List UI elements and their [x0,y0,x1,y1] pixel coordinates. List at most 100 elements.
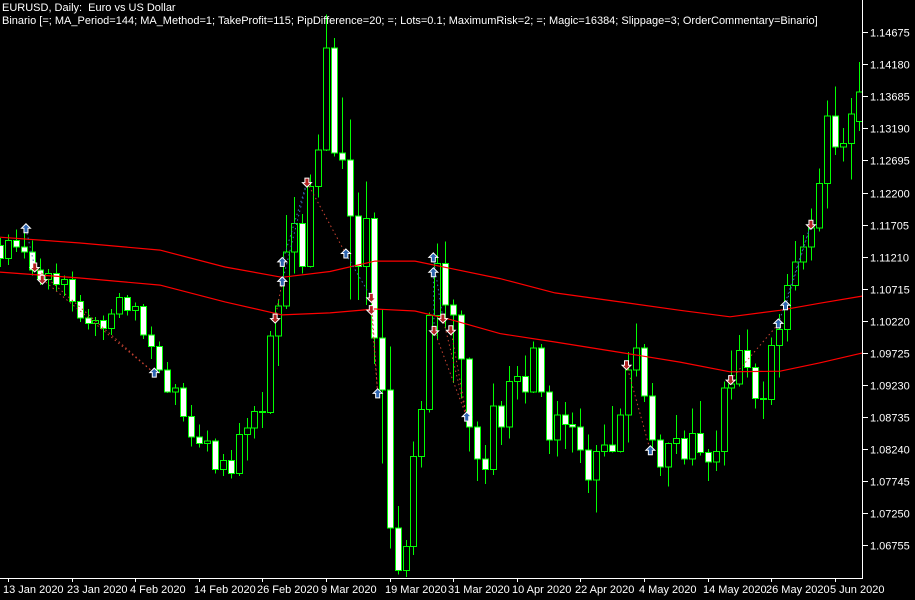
price-axis-label: 1.07745 [870,477,910,489]
candle-body [363,217,370,267]
sell-signal-arrow-icon [445,325,457,336]
price-axis-label: 1.06755 [870,541,910,553]
sell-signal-arrow-icon [805,219,817,230]
sell-signal-arrow-icon [428,325,440,337]
price-axis-label: 1.12200 [870,189,910,201]
candle-body [61,278,68,285]
candle-body [251,410,258,429]
candle-body [744,349,751,368]
candle-body [474,426,481,460]
candle-body [434,263,441,317]
buy-signal-arrow-icon [371,388,384,399]
price-axis-label: 1.12695 [870,156,910,168]
signal-connector-blue [785,224,812,306]
ma-lower-line [0,271,863,373]
signal-connector-red [626,364,651,451]
candle-body [339,152,346,161]
signal-connector-red [450,329,468,418]
candle-body [832,115,839,148]
candle-body [728,383,735,389]
candle-body [148,334,155,348]
sell-signal-arrow-icon [365,305,378,316]
buy-signal-arrow-icon [772,318,785,329]
candle-body [410,456,417,548]
candle-body [236,434,243,474]
candle-body [760,397,767,401]
candle-body [355,215,362,267]
candle-body [856,91,863,122]
candle-body [625,369,632,416]
candle-body [514,375,521,383]
candle-body [546,391,553,441]
candle-body [681,437,688,460]
price-axis-label: 1.08240 [870,445,910,457]
time-axis-label: 14 May 2020 [703,584,767,596]
candle-body [577,426,584,451]
buy-signal-arrow-icon [779,300,792,311]
candle-body [180,387,187,417]
signal-connector-red [274,281,283,319]
price-axis-label: 1.08735 [870,413,910,425]
candle-body [140,305,147,336]
candle-body [458,314,465,360]
candle-body [259,410,266,414]
buy-signal-arrow-icon [644,445,657,456]
candle-body [840,142,847,148]
candle-body [387,389,394,529]
candle-body [657,439,664,468]
candle-body [721,387,728,452]
price-axis-label: 1.14180 [870,60,910,72]
buy-signal-arrow-icon [276,256,288,267]
candle-body [156,346,163,371]
signal-connector-blue [281,182,308,282]
candle-body [307,186,314,267]
time-axis-label: 10 Apr 2020 [512,584,571,596]
candle-body [85,317,92,324]
candle-body [482,458,489,471]
candle-body [267,335,274,414]
candle-body [442,263,449,306]
candle-body [713,450,720,463]
time-axis-label: 26 May 2020 [766,584,830,596]
buy-signal-arrow-icon [276,276,288,287]
candle-body [100,320,107,329]
signal-connector-red [433,330,468,418]
signal-connector-blue [432,272,435,331]
sell-signal-arrow-icon [365,292,378,304]
time-axis-label: 9 Mar 2020 [321,584,377,596]
sell-signal-arrow-icon [29,262,41,273]
time-axis-label: 13 Jan 2020 [3,584,64,596]
buy-signal-arrow-icon [340,248,352,259]
candle-body [824,115,831,184]
candle-body [220,460,227,471]
candle-body [116,296,123,315]
sell-signal-arrow-icon [437,313,449,324]
candle-body [665,443,672,468]
candle-body [331,47,338,154]
buy-signal-arrow-icon [461,411,473,422]
candle-body [569,423,576,428]
price-axis-label: 1.09230 [870,381,910,393]
candle-body [204,440,211,445]
candle-body [299,223,306,267]
candle-body [617,414,624,452]
ma-upper-line [0,236,863,318]
candle-body [426,315,433,410]
candle-body [736,349,743,385]
buy-signal-arrow-icon [148,367,160,378]
candle-body [562,414,569,425]
time-axis-label: 26 Feb 2020 [257,584,319,596]
candle-body [347,159,354,217]
price-axis-label: 1.13190 [870,124,910,136]
sell-signal-arrow-icon [620,360,633,371]
candle-body [808,227,815,248]
buy-signal-arrow-icon [427,267,440,278]
signal-connector-red [442,317,468,418]
ea-settings-line: Binario [=; MA_Period=144; MA_Method=1; … [2,15,818,27]
time-axis-label: 4 May 2020 [639,584,696,596]
candle-body [403,546,410,572]
time-axis-label: 14 Feb 2020 [194,584,256,596]
candle-body [323,47,330,151]
signal-connector-blue [345,253,372,298]
